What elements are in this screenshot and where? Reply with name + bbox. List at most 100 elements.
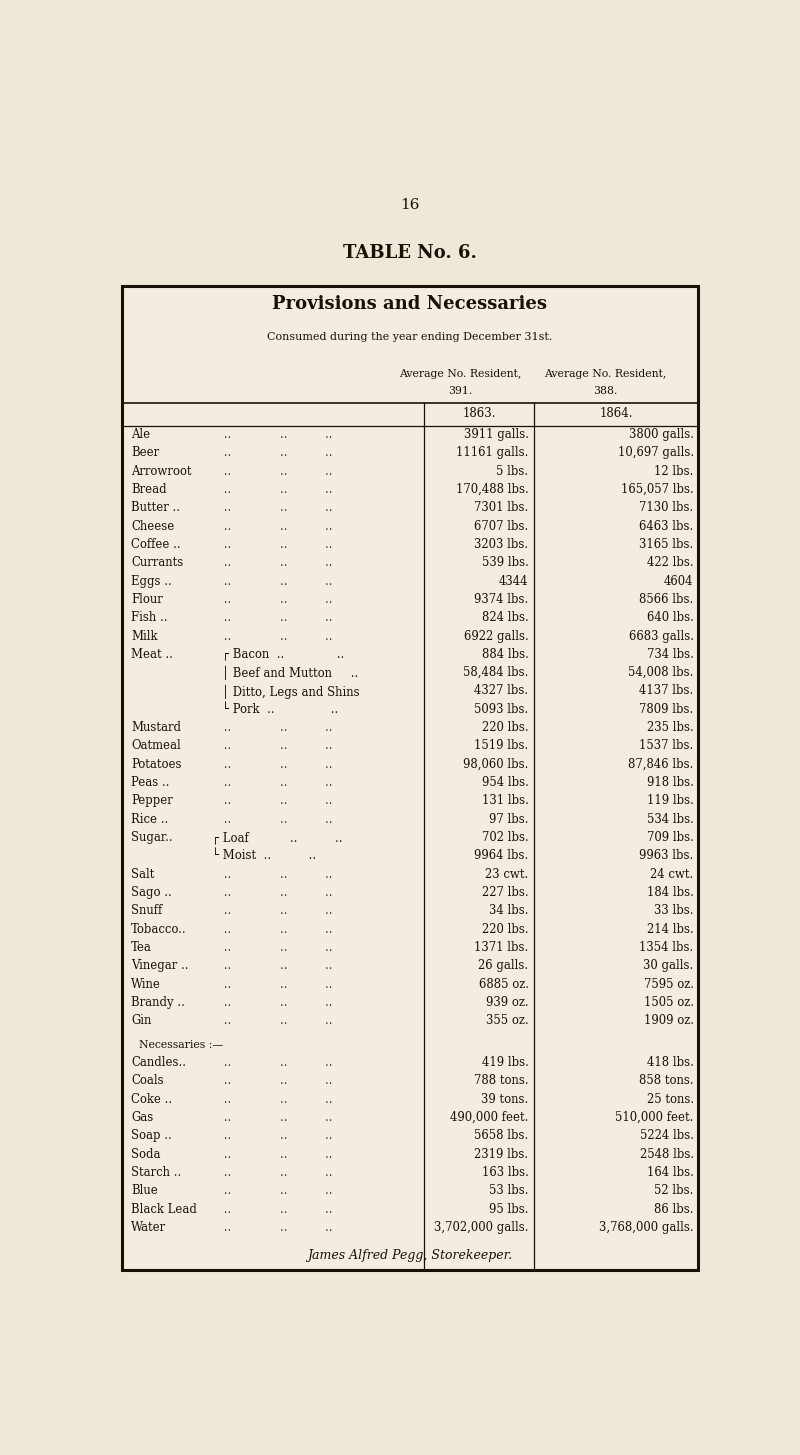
Text: 419 lbs.: 419 lbs. xyxy=(482,1056,529,1069)
Text: 539 lbs.: 539 lbs. xyxy=(482,556,529,569)
Text: 9374 lbs.: 9374 lbs. xyxy=(474,592,529,605)
Text: 163 lbs.: 163 lbs. xyxy=(482,1165,529,1179)
Text: Arrowroot: Arrowroot xyxy=(131,464,191,477)
Text: Oatmeal: Oatmeal xyxy=(131,739,181,752)
Text: Starch ..: Starch .. xyxy=(131,1165,182,1179)
Text: 1519 lbs.: 1519 lbs. xyxy=(474,739,529,752)
Text: 220 lbs.: 220 lbs. xyxy=(482,722,529,735)
Text: 235 lbs.: 235 lbs. xyxy=(647,722,694,735)
Text: ..             ..          ..: .. .. .. xyxy=(220,630,333,643)
Text: 23 cwt.: 23 cwt. xyxy=(486,867,529,880)
Text: 355 oz.: 355 oz. xyxy=(486,1014,529,1027)
Text: 26 galls.: 26 galls. xyxy=(478,959,529,972)
Text: 9963 lbs.: 9963 lbs. xyxy=(639,850,694,863)
Text: 4327 lbs.: 4327 lbs. xyxy=(474,684,529,697)
Text: 709 lbs.: 709 lbs. xyxy=(646,831,694,844)
Text: ..             ..          ..: .. .. .. xyxy=(220,776,333,789)
Text: 702 lbs.: 702 lbs. xyxy=(482,831,529,844)
Text: Black Lead: Black Lead xyxy=(131,1203,197,1215)
Text: 6885 oz.: 6885 oz. xyxy=(478,978,529,991)
Text: ..             ..          ..: .. .. .. xyxy=(220,959,333,972)
Text: Gas: Gas xyxy=(131,1112,154,1123)
Text: Meat ..: Meat .. xyxy=(131,647,173,661)
Text: 391.: 391. xyxy=(448,387,473,396)
Text: ..             ..          ..: .. .. .. xyxy=(220,575,333,588)
Text: ..             ..          ..: .. .. .. xyxy=(220,794,333,808)
Text: 3,768,000 galls.: 3,768,000 galls. xyxy=(599,1221,694,1234)
Text: Currants: Currants xyxy=(131,556,183,569)
Text: Gin: Gin xyxy=(131,1014,151,1027)
Text: Brandy ..: Brandy .. xyxy=(131,997,185,1008)
Text: 4137 lbs.: 4137 lbs. xyxy=(639,684,694,697)
Text: 11161 galls.: 11161 galls. xyxy=(456,447,529,460)
Text: 3203 lbs.: 3203 lbs. xyxy=(474,538,529,551)
Text: ..             ..          ..: .. .. .. xyxy=(220,447,333,460)
Text: 3800 galls.: 3800 galls. xyxy=(629,428,694,441)
Text: ..             ..          ..: .. .. .. xyxy=(220,1148,333,1161)
Text: 39 tons.: 39 tons. xyxy=(482,1093,529,1106)
Text: 97 lbs.: 97 lbs. xyxy=(489,813,529,826)
Text: 184 lbs.: 184 lbs. xyxy=(646,886,694,899)
Text: Peas ..: Peas .. xyxy=(131,776,170,789)
Text: Water: Water xyxy=(131,1221,166,1234)
Text: 1864.: 1864. xyxy=(599,407,633,420)
Bar xyxy=(122,287,698,1270)
Text: 24 cwt.: 24 cwt. xyxy=(650,867,694,880)
Text: Beer: Beer xyxy=(131,447,159,460)
Text: ┌ Loaf           ..          ..: ┌ Loaf .. .. xyxy=(212,831,343,844)
Text: 87,846 lbs.: 87,846 lbs. xyxy=(628,758,694,771)
Text: 86 lbs.: 86 lbs. xyxy=(654,1203,694,1215)
Text: ..             ..          ..: .. .. .. xyxy=(220,739,333,752)
Text: ..             ..          ..: .. .. .. xyxy=(220,922,333,936)
Text: ..             ..          ..: .. .. .. xyxy=(220,556,333,569)
Text: Ale: Ale xyxy=(131,428,150,441)
Text: Salt: Salt xyxy=(131,867,154,880)
Text: 9964 lbs.: 9964 lbs. xyxy=(474,850,529,863)
Text: ..             ..          ..: .. .. .. xyxy=(220,978,333,991)
Text: 1354 lbs.: 1354 lbs. xyxy=(639,941,694,954)
Text: 1909 oz.: 1909 oz. xyxy=(644,1014,694,1027)
Text: 164 lbs.: 164 lbs. xyxy=(646,1165,694,1179)
Text: Necessaries :—: Necessaries :— xyxy=(138,1040,223,1051)
Text: ..             ..          ..: .. .. .. xyxy=(220,611,333,624)
Text: 2319 lbs.: 2319 lbs. xyxy=(474,1148,529,1161)
Text: Tobacco..: Tobacco.. xyxy=(131,922,186,936)
Text: 2548 lbs.: 2548 lbs. xyxy=(639,1148,694,1161)
Text: ..             ..          ..: .. .. .. xyxy=(220,1165,333,1179)
Text: 119 lbs.: 119 lbs. xyxy=(646,794,694,808)
Text: 918 lbs.: 918 lbs. xyxy=(646,776,694,789)
Text: 1371 lbs.: 1371 lbs. xyxy=(474,941,529,954)
Text: 54,008 lbs.: 54,008 lbs. xyxy=(628,666,694,679)
Text: ..             ..          ..: .. .. .. xyxy=(220,538,333,551)
Text: ..             ..          ..: .. .. .. xyxy=(220,428,333,441)
Text: 98,060 lbs.: 98,060 lbs. xyxy=(463,758,529,771)
Text: Soap ..: Soap .. xyxy=(131,1129,172,1142)
Text: 5093 lbs.: 5093 lbs. xyxy=(474,703,529,716)
Text: ..             ..          ..: .. .. .. xyxy=(220,758,333,771)
Text: 510,000 feet.: 510,000 feet. xyxy=(615,1112,694,1123)
Text: 227 lbs.: 227 lbs. xyxy=(482,886,529,899)
Text: ..             ..          ..: .. .. .. xyxy=(220,1056,333,1069)
Text: Eggs ..: Eggs .. xyxy=(131,575,172,588)
Text: 16: 16 xyxy=(400,198,420,211)
Text: ..             ..          ..: .. .. .. xyxy=(220,464,333,477)
Text: Coke ..: Coke .. xyxy=(131,1093,172,1106)
Text: Coffee ..: Coffee .. xyxy=(131,538,181,551)
Text: ..             ..          ..: .. .. .. xyxy=(220,1014,333,1027)
Text: 3,702,000 galls.: 3,702,000 galls. xyxy=(434,1221,529,1234)
Text: 4604: 4604 xyxy=(664,575,694,588)
Text: 3165 lbs.: 3165 lbs. xyxy=(639,538,694,551)
Text: 3911 galls.: 3911 galls. xyxy=(463,428,529,441)
Text: James Alfred Pegg, Storekeeper.: James Alfred Pegg, Storekeeper. xyxy=(307,1248,513,1261)
Text: 939 oz.: 939 oz. xyxy=(486,997,529,1008)
Text: Wine: Wine xyxy=(131,978,161,991)
Text: 7809 lbs.: 7809 lbs. xyxy=(639,703,694,716)
Text: Candles..: Candles.. xyxy=(131,1056,186,1069)
Text: ..             ..          ..: .. .. .. xyxy=(220,501,333,514)
Text: 214 lbs.: 214 lbs. xyxy=(647,922,694,936)
Text: Provisions and Necessaries: Provisions and Necessaries xyxy=(273,295,547,313)
Text: 6707 lbs.: 6707 lbs. xyxy=(474,519,529,533)
Text: 418 lbs.: 418 lbs. xyxy=(646,1056,694,1069)
Text: 884 lbs.: 884 lbs. xyxy=(482,647,529,661)
Text: 25 tons.: 25 tons. xyxy=(646,1093,694,1106)
